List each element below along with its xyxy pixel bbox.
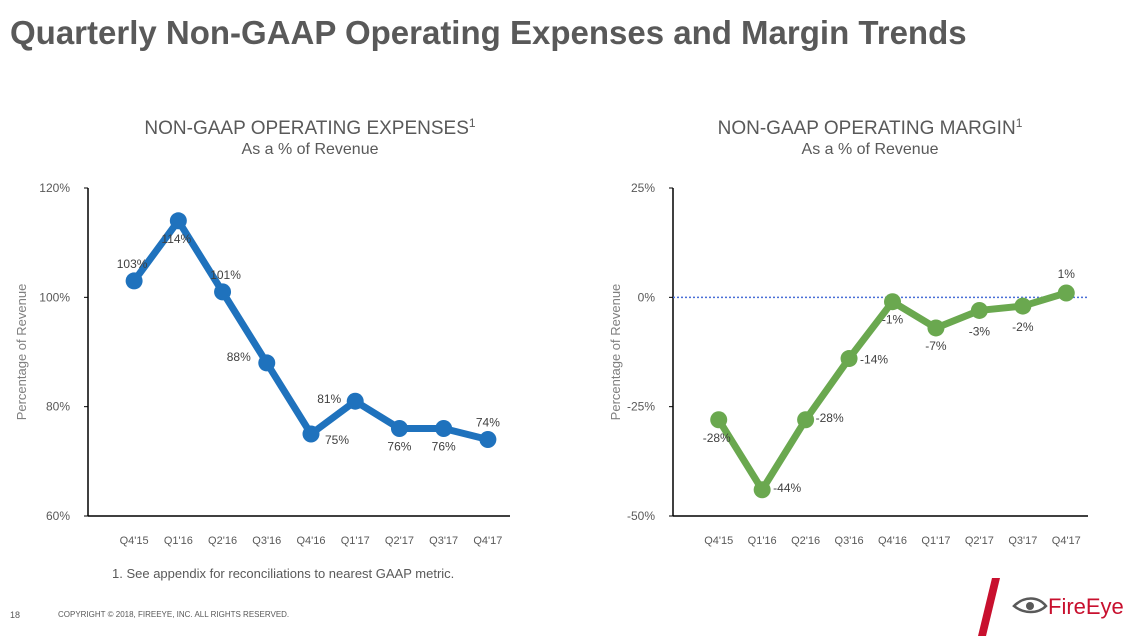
margin-chart: NON-GAAP OPERATING MARGIN1 As a % of Reve…	[608, 116, 1088, 547]
footnote: 1. See appendix for reconciliations to n…	[112, 566, 455, 581]
x-tick-label: Q1'16	[164, 535, 193, 547]
data-point	[927, 319, 945, 337]
y-tick-label: 60%	[46, 509, 70, 523]
data-point	[884, 293, 901, 311]
logo-text: FireEye	[1048, 594, 1124, 619]
y-axis-label: Percentage of Revenue	[608, 284, 623, 421]
x-tick-label: Q4'17	[1052, 535, 1081, 547]
data-label: 103%	[117, 257, 148, 271]
data-label: -7%	[925, 339, 947, 353]
data-point	[258, 354, 276, 372]
data-point	[302, 425, 320, 443]
data-label: -28%	[703, 431, 731, 445]
data-label: 76%	[387, 440, 411, 454]
x-tick-label: Q3'16	[835, 535, 864, 547]
data-point	[435, 420, 453, 438]
data-label: -28%	[816, 411, 844, 425]
x-tick-label: Q4'15	[120, 535, 149, 547]
x-tick-label: Q3'17	[429, 535, 458, 547]
data-label: 88%	[227, 350, 251, 364]
data-point	[125, 272, 143, 290]
x-tick-label: Q3'17	[1008, 535, 1037, 547]
data-point	[710, 411, 728, 429]
data-label: -44%	[773, 481, 801, 495]
title-superscript: 1	[469, 116, 476, 130]
data-point	[970, 301, 988, 319]
data-label: 101%	[210, 268, 241, 282]
data-point	[840, 350, 858, 368]
data-label: -14%	[860, 353, 888, 367]
x-tick-label: Q1'16	[748, 535, 777, 547]
y-tick-label: -50%	[627, 509, 655, 523]
data-point	[753, 481, 771, 499]
expenses-chart: NON-GAAP OPERATING EXPENSES1 As a % of Re…	[14, 116, 510, 547]
x-tick-label: Q2'17	[965, 535, 994, 547]
x-tick-label: Q4'16	[296, 535, 325, 547]
x-tick-label: Q2'17	[385, 535, 414, 547]
data-point	[390, 420, 408, 438]
x-tick-label: Q4'17	[473, 535, 502, 547]
data-label: 1%	[1058, 267, 1076, 281]
data-label: -2%	[1012, 320, 1034, 334]
data-label: 114%	[161, 232, 191, 246]
title-superscript: 1	[1016, 116, 1023, 130]
data-label: -1%	[882, 313, 904, 327]
x-tick-label: Q2'16	[208, 535, 237, 547]
data-point	[1057, 284, 1075, 302]
chart-title: NON-GAAP OPERATING MARGIN1	[718, 116, 1023, 139]
y-tick-label: 80%	[46, 400, 70, 414]
y-tick-label: 25%	[631, 181, 655, 195]
copyright-text: COPYRIGHT © 2018, FIREEYE, INC. ALL RIGH…	[58, 610, 290, 619]
data-label: 75%	[325, 433, 349, 447]
y-tick-label: 120%	[39, 181, 70, 195]
x-tick-label: Q1'17	[341, 535, 370, 547]
y-tick-label: -25%	[627, 400, 655, 414]
data-label: 74%	[476, 415, 500, 429]
series-line	[130, 217, 492, 443]
y-axis-label: Percentage of Revenue	[14, 284, 29, 421]
y-tick-label: 0%	[638, 290, 656, 304]
page-number: 18	[10, 610, 21, 620]
x-tick-label: Q2'16	[791, 535, 820, 547]
data-label: 76%	[432, 440, 456, 454]
data-point	[797, 411, 815, 429]
x-tick-label: Q4'16	[878, 535, 907, 547]
chart-title: NON-GAAP OPERATING EXPENSES1	[144, 116, 475, 139]
data-point	[169, 212, 187, 230]
data-point	[1014, 297, 1032, 315]
x-tick-label: Q1'17	[921, 535, 950, 547]
x-tick-label: Q3'16	[252, 535, 281, 547]
data-label: 81%	[317, 392, 341, 406]
fireeye-logo-icon	[978, 578, 1048, 636]
chart-subtitle: As a % of Revenue	[242, 141, 379, 158]
x-tick-label: Q4'15	[704, 535, 733, 547]
data-point	[346, 392, 364, 410]
page-title: Quarterly Non-GAAP Operating Expenses an…	[10, 14, 967, 51]
data-point	[214, 283, 232, 301]
y-tick-label: 100%	[39, 290, 70, 304]
data-label: -3%	[969, 324, 991, 338]
chart-subtitle: As a % of Revenue	[802, 141, 939, 158]
data-point	[479, 430, 497, 448]
